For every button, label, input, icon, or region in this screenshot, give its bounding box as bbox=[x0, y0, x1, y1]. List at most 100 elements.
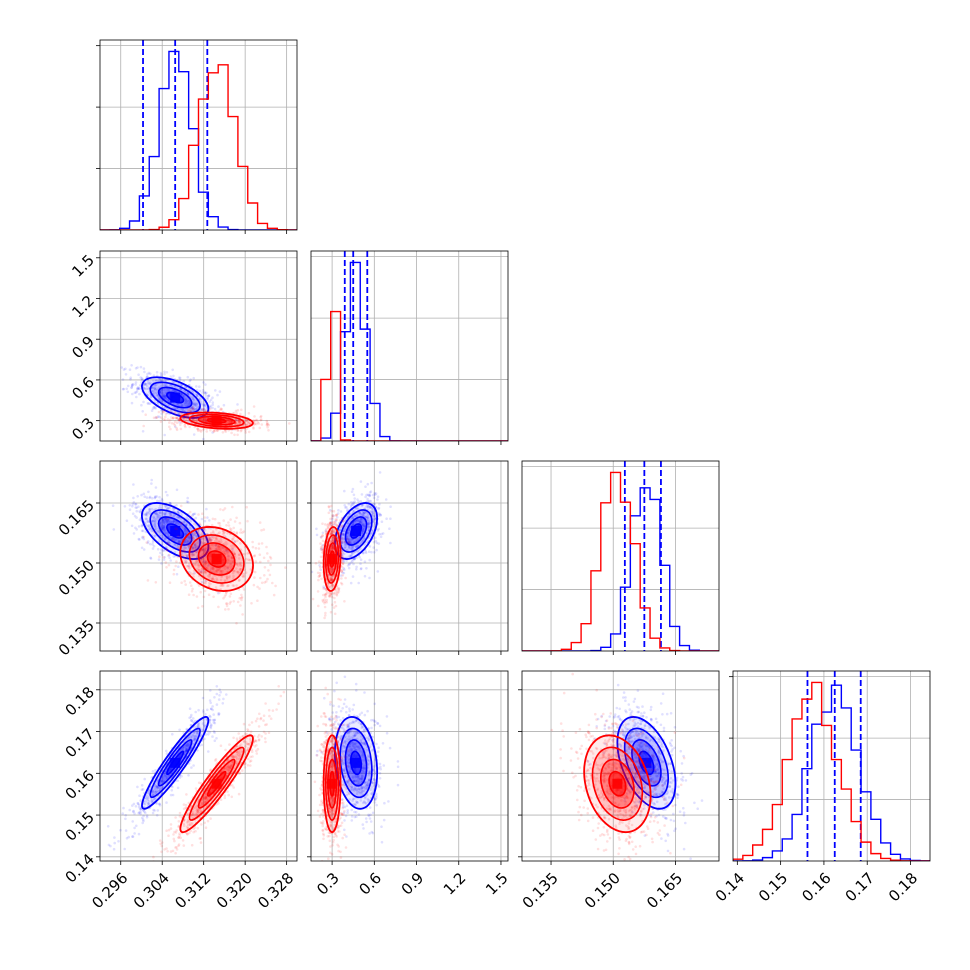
scatter-point bbox=[165, 520, 168, 523]
scatter-point bbox=[361, 527, 365, 531]
scatter-point bbox=[215, 546, 219, 550]
scatter-point bbox=[216, 591, 220, 595]
scatter-point bbox=[144, 800, 147, 803]
scatter-point bbox=[377, 527, 380, 531]
scatter-point bbox=[259, 418, 263, 422]
scatter-point bbox=[356, 507, 360, 511]
scatter-point bbox=[164, 561, 168, 564]
scatter-point bbox=[351, 515, 355, 519]
scatter-point bbox=[193, 546, 197, 550]
scatter-point bbox=[135, 506, 138, 510]
scatter-point bbox=[346, 531, 350, 534]
scatter-point bbox=[136, 495, 139, 498]
scatter-point bbox=[208, 537, 212, 540]
scatter-point bbox=[328, 585, 331, 588]
scatter-point bbox=[146, 801, 150, 805]
scatter-point bbox=[143, 387, 147, 391]
scatter-point bbox=[90, 363, 93, 366]
scatter-point bbox=[183, 402, 187, 406]
scatter-point bbox=[144, 530, 148, 534]
scatter-point bbox=[193, 548, 197, 552]
scatter-point bbox=[256, 420, 260, 424]
scatter-point bbox=[343, 540, 347, 544]
scatter-point bbox=[161, 527, 164, 530]
panel-frame bbox=[521, 460, 720, 652]
scatter-point bbox=[345, 524, 349, 528]
scatter-point bbox=[193, 531, 197, 535]
scatter-point bbox=[169, 559, 172, 562]
scatter-point bbox=[200, 549, 204, 552]
scatter-point bbox=[194, 543, 197, 547]
scatter-point bbox=[245, 423, 249, 427]
scatter-point bbox=[253, 419, 257, 423]
scatter-point bbox=[160, 409, 163, 412]
scatter-point bbox=[233, 433, 236, 437]
scatter-point bbox=[240, 408, 243, 412]
scatter-point bbox=[151, 390, 155, 393]
scatter-point bbox=[192, 738, 196, 741]
scatter-point bbox=[202, 729, 205, 732]
scatter-point bbox=[165, 398, 169, 401]
scatter-point bbox=[149, 527, 152, 531]
scatter-point bbox=[177, 546, 180, 550]
scatter-point bbox=[227, 421, 231, 424]
scatter-point bbox=[360, 504, 364, 508]
scatter-point bbox=[227, 419, 231, 423]
scatter-point bbox=[227, 584, 230, 587]
scatter-point bbox=[192, 417, 195, 420]
scatter-point bbox=[324, 587, 328, 591]
scatter-point bbox=[242, 588, 246, 591]
scatter-point bbox=[210, 707, 213, 711]
scatter-point bbox=[111, 504, 115, 508]
scatter-point bbox=[164, 383, 168, 387]
scatter-point bbox=[244, 423, 248, 427]
scatter-point bbox=[343, 504, 347, 507]
scatter-point bbox=[191, 553, 195, 556]
scatter-point bbox=[327, 505, 331, 509]
scatter-point bbox=[197, 565, 201, 568]
scatter-point bbox=[352, 509, 356, 513]
scatter-point bbox=[169, 418, 172, 422]
scatter-point bbox=[341, 555, 345, 558]
scatter-point bbox=[366, 482, 370, 486]
scatter-point bbox=[185, 539, 189, 542]
scatter-point bbox=[161, 535, 165, 538]
scatter-point bbox=[155, 383, 158, 386]
scatter-point bbox=[239, 567, 242, 571]
scatter-point bbox=[209, 532, 213, 535]
scatter-point bbox=[374, 536, 377, 540]
scatter-point bbox=[370, 510, 373, 514]
scatter-point bbox=[377, 506, 381, 510]
scatter-point bbox=[223, 530, 226, 534]
scatter-point bbox=[359, 512, 362, 516]
scatter-point bbox=[131, 383, 134, 386]
scatter-point bbox=[364, 551, 368, 555]
scatter-point bbox=[263, 581, 267, 584]
scatter-point bbox=[180, 553, 184, 557]
scatter-point bbox=[182, 745, 186, 749]
scatter-point bbox=[229, 562, 233, 566]
scatter-point bbox=[190, 406, 194, 410]
scatter-point bbox=[186, 409, 190, 413]
scatter-point bbox=[188, 536, 191, 539]
scatter-point bbox=[206, 550, 209, 554]
scatter-point bbox=[223, 567, 227, 571]
scatter-point bbox=[195, 734, 198, 738]
scatter-point bbox=[182, 416, 186, 420]
scatter-point bbox=[206, 398, 209, 401]
scatter-point bbox=[193, 545, 196, 549]
scatter-point bbox=[185, 748, 189, 751]
scatter-point bbox=[191, 397, 194, 400]
scatter-point bbox=[185, 556, 189, 559]
scatter-point bbox=[348, 541, 351, 544]
scatter-point bbox=[191, 408, 195, 411]
scatter-point bbox=[166, 519, 169, 523]
scatter-point bbox=[151, 407, 155, 411]
scatter-point bbox=[173, 543, 177, 547]
scatter-point bbox=[344, 576, 347, 580]
scatter-point bbox=[182, 547, 185, 551]
scatter-point bbox=[187, 534, 191, 538]
scatter-point bbox=[186, 399, 189, 403]
scatter-point bbox=[222, 597, 225, 600]
scatter-point bbox=[331, 538, 335, 542]
